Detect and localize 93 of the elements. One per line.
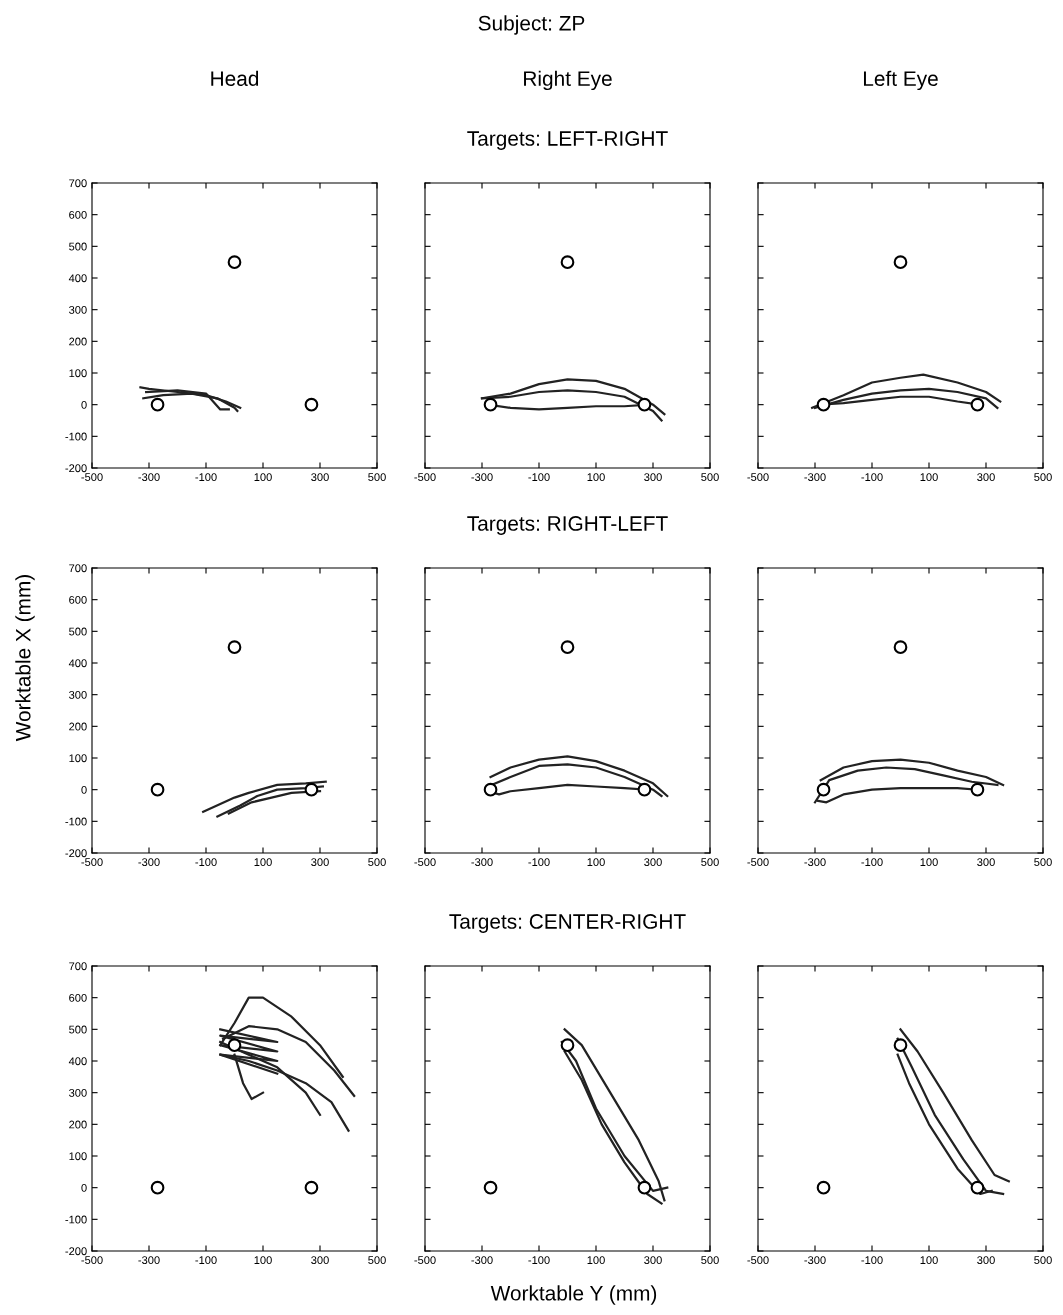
x-tick-label: -300 — [138, 1256, 160, 1265]
x-tick-label: 500 — [701, 858, 719, 867]
x-tick-label: 500 — [701, 1256, 719, 1265]
y-tick-label: 700 — [69, 564, 87, 573]
x-tick-label: 300 — [977, 858, 995, 867]
y-tick-label: 500 — [69, 242, 87, 251]
y-tick-label: 0 — [81, 400, 87, 409]
x-tick-label: 300 — [977, 473, 995, 482]
y-tick-label: 600 — [69, 210, 87, 219]
x-tick-label: 100 — [920, 858, 938, 867]
y-tick-label: 600 — [69, 993, 87, 1002]
x-tick-label: -500 — [747, 473, 769, 482]
x-tick-label: -300 — [471, 858, 493, 867]
y-tick-label: 400 — [68, 274, 87, 283]
y-tick-label: 100 — [69, 369, 87, 378]
y-tick-label: 500 — [69, 1025, 87, 1034]
x-tick-label: 300 — [311, 1256, 329, 1265]
x-tick-label: 300 — [311, 473, 329, 482]
x-tick-label: 500 — [368, 1256, 386, 1265]
x-tick-label: -100 — [195, 1256, 217, 1265]
x-tick-label: -100 — [861, 473, 883, 482]
x-tick-label: 300 — [311, 858, 329, 867]
x-tick-label: -500 — [81, 473, 103, 482]
y-tick-label: 200 — [69, 722, 87, 731]
x-tick-label: 500 — [701, 473, 719, 482]
x-tick-label: 500 — [1034, 1256, 1052, 1265]
text: Subject: ZP — [478, 15, 585, 35]
y-tick-label: 0 — [81, 1183, 87, 1192]
x-tick-label: -300 — [804, 1256, 826, 1265]
x-tick-label: 500 — [368, 473, 386, 482]
x-tick-label: -100 — [195, 858, 217, 867]
x-tick-label: 100 — [587, 858, 605, 867]
x-tick-label: 100 — [254, 1256, 272, 1265]
y-tick-label: -200 — [65, 464, 87, 473]
x-tick-label: 300 — [977, 1256, 995, 1265]
x-tick-label: 100 — [920, 473, 938, 482]
text: Worktable Y (mm) — [490, 1285, 657, 1305]
y-tick-label: 300 — [69, 1088, 87, 1097]
x-tick-label: 100 — [254, 473, 272, 482]
x-tick-label: -500 — [81, 858, 103, 867]
y-tick-label: 200 — [69, 337, 87, 346]
x-tick-label: -100 — [528, 1256, 550, 1265]
x-tick-label: -500 — [414, 1256, 436, 1265]
x-tick-label: 100 — [587, 473, 605, 482]
y-tick-label: 400 — [68, 1057, 87, 1066]
x-tick-label: 100 — [920, 1256, 938, 1265]
x-tick-label: 100 — [254, 858, 272, 867]
x-tick-label: -100 — [861, 1256, 883, 1265]
y-tick-label: 700 — [69, 179, 87, 188]
x-tick-label: -300 — [471, 473, 493, 482]
x-tick-label: -100 — [195, 473, 217, 482]
x-tick-label: -300 — [471, 1256, 493, 1265]
y-tick-label: -100 — [65, 817, 87, 826]
y-tick-label: 100 — [69, 1152, 87, 1161]
x-tick-label: -300 — [804, 473, 826, 482]
text: Worktable X (mm) — [15, 575, 35, 742]
x-tick-label: 500 — [1034, 858, 1052, 867]
x-tick-label: 300 — [644, 473, 662, 482]
y-tick-label: -200 — [65, 849, 87, 858]
x-tick-label: -500 — [414, 473, 436, 482]
x-tick-label: -300 — [804, 858, 826, 867]
y-tick-label: 400 — [68, 659, 87, 668]
y-tick-label: -200 — [65, 1247, 87, 1256]
x-tick-label: -300 — [138, 473, 160, 482]
y-tick-label: 300 — [69, 690, 87, 699]
y-tick-label: 0 — [81, 785, 87, 794]
chart-subtitle: Targets: RIGHT-LEFT — [467, 516, 668, 535]
y-tick-label: 500 — [69, 627, 87, 636]
chart-subtitle: Targets: CENTER-RIGHT — [449, 914, 686, 933]
x-tick-label: -500 — [81, 1256, 103, 1265]
x-tick-label: -100 — [528, 858, 550, 867]
y-tick-label: 300 — [69, 305, 87, 314]
chart-subtitle: Targets: LEFT-RIGHT — [467, 131, 668, 150]
chart-title: Left Eye — [863, 70, 938, 91]
x-tick-label: 500 — [1034, 473, 1052, 482]
y-tick-label: 200 — [69, 1120, 87, 1129]
x-tick-label: -100 — [528, 473, 550, 482]
x-tick-label: 300 — [644, 858, 662, 867]
y-tick-label: -100 — [65, 1215, 87, 1224]
y-tick-label: 100 — [69, 754, 87, 763]
y-tick-label: 700 — [69, 962, 87, 971]
x-tick-label: -100 — [861, 858, 883, 867]
x-tick-label: 300 — [644, 1256, 662, 1265]
y-tick-label: 600 — [69, 595, 87, 604]
x-tick-label: -500 — [414, 858, 436, 867]
chart-title: Head — [211, 70, 259, 86]
chart-title: Right Eye — [524, 70, 612, 91]
x-tick-label: -300 — [138, 858, 160, 867]
x-tick-label: -500 — [747, 1256, 769, 1265]
x-tick-label: -500 — [747, 858, 769, 867]
y-tick-label: -100 — [65, 432, 87, 441]
x-tick-label: 100 — [587, 1256, 605, 1265]
x-tick-label: 500 — [368, 858, 386, 867]
